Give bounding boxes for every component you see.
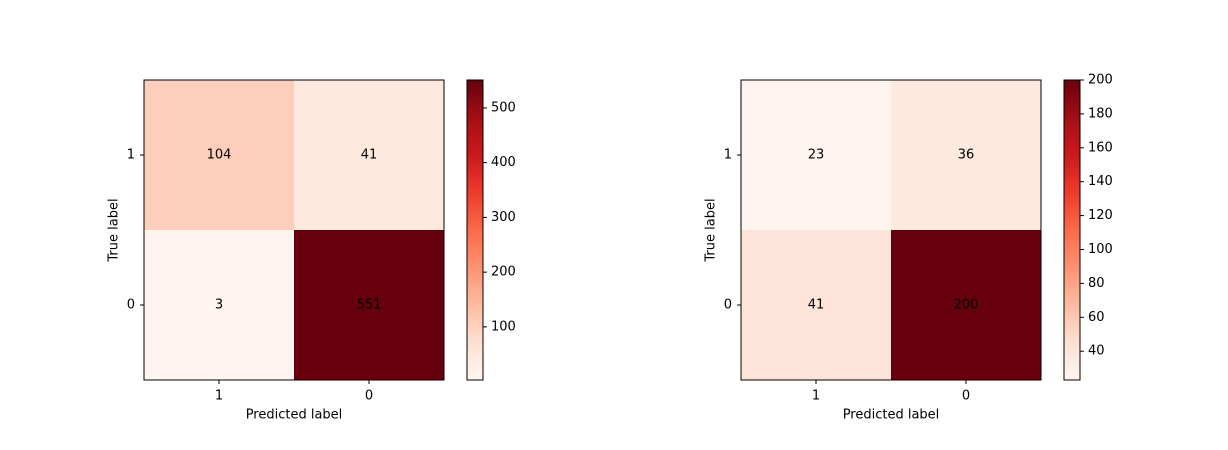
colorbar-tick-label: 80 [1088,276,1105,291]
cell-label: 200 [954,298,979,313]
heatmap-cell [891,230,1041,380]
x-axis-label: Predicted label [246,408,343,423]
heatmap-cell [144,80,294,230]
colorbar-tick-label: 60 [1088,310,1105,325]
y-tick-label: 1 [724,148,732,163]
cell-label: 36 [958,148,975,163]
colorbar-tick-label: 200 [1088,73,1113,88]
colorbar-tick-label: 160 [1088,140,1113,155]
cell-label: 3 [215,298,223,313]
heatmap-cell [144,230,294,380]
colorbar-tick-label: 300 [491,210,516,225]
y-tick-label: 0 [127,298,135,313]
heatmap-cell [294,80,444,230]
x-axis-label: Predicted label [843,408,940,423]
colorbar [466,79,484,381]
y-axis-label: True label [704,198,719,262]
axes-frame [143,79,445,381]
y-tick-label: 1 [127,148,135,163]
cell-label: 41 [361,148,378,163]
heatmap-cell [741,80,891,230]
colorbar-tick-label: 100 [1088,242,1113,257]
cell-label: 23 [808,148,825,163]
x-tick-label: 0 [962,389,970,404]
axes-frame [740,79,1042,381]
y-axis-label: True label [107,198,122,262]
heatmap-cell [294,230,444,380]
colorbar-tick-label: 100 [491,319,516,334]
colorbar-tick-label: 200 [491,265,516,280]
colorbar-tick-label: 500 [491,100,516,115]
cell-label: 104 [207,148,232,163]
colorbar-tick-label: 180 [1088,106,1113,121]
colorbar-tick-label: 40 [1088,344,1105,359]
colorbar [1063,79,1081,381]
cell-label: 551 [357,298,382,313]
heatmap-cell [741,230,891,380]
x-tick-label: 1 [812,389,820,404]
colorbar-tick-label: 120 [1088,208,1113,223]
y-tick-label: 0 [724,298,732,313]
colorbar-tick-label: 140 [1088,174,1113,189]
x-tick-label: 0 [365,389,373,404]
heatmap-cell [891,80,1041,230]
colorbar-tick-label: 400 [491,155,516,170]
cell-label: 41 [808,298,825,313]
x-tick-label: 1 [215,389,223,404]
